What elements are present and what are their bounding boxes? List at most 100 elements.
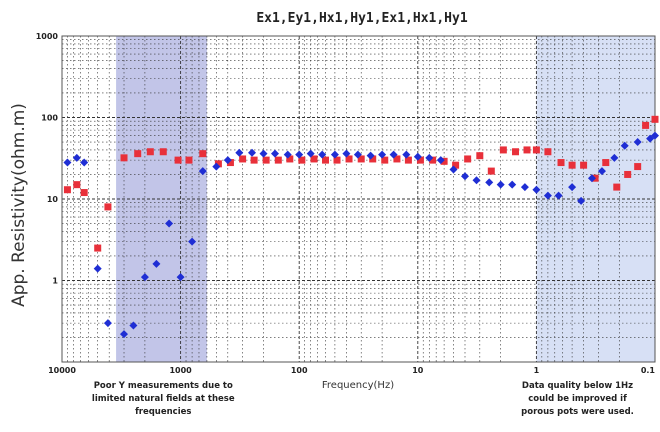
data-point-red [381,156,389,164]
data-point-blue [610,153,619,162]
data-point-red [613,183,621,191]
data-point-red [580,161,588,169]
annotation-line: frequencies [135,407,191,417]
annotation-line: porous pots were used. [521,407,634,417]
data-point-red [333,156,341,164]
data-point-blue [577,196,586,205]
data-point-red [274,156,282,164]
data-point-blue [140,273,149,282]
frequency-bands [116,36,655,362]
data-point-red [120,154,128,162]
annotation-line: Data quality below 1Hz [522,381,633,391]
data-point-blue [295,150,304,159]
data-point-blue [508,180,517,189]
data-point-red [532,146,540,154]
data-point-blue [651,131,659,140]
data-point-red [174,156,182,164]
data-point-blue [597,167,606,176]
data-point-red [416,156,424,164]
data-point-red [544,148,552,156]
data-point-red [73,181,81,189]
x-axis-label: Frequency(Hz) [322,380,394,391]
data-point-blue [402,150,411,159]
grid-lines [62,36,656,363]
data-point-red [94,244,102,252]
data-point-blue [389,150,398,159]
data-point-red [393,155,401,163]
data-point-red [146,148,154,156]
data-point-red [357,155,365,163]
data-point-blue [212,162,221,171]
data-point-blue [318,150,327,159]
data-point-red [624,170,632,178]
data-point-blue [259,149,268,158]
data-point-red [250,156,258,164]
data-point-blue [330,150,339,159]
data-point-blue [620,141,629,150]
data-point-blue [425,153,434,162]
data-points [63,115,659,339]
data-point-blue [532,185,541,194]
data-point-blue [165,219,174,228]
data-point-red [499,146,507,154]
annotation-line: limited natural fields at these [92,394,235,404]
data-point-blue [568,183,577,192]
data-point-blue [270,149,279,158]
data-point-red [369,155,377,163]
data-point-red [487,167,495,175]
y-tick-label: 100 [41,114,58,123]
x-tick-label: 100 [291,366,308,375]
data-point-red [345,155,353,163]
x-tick-label: 1 [534,366,540,375]
data-point-blue [342,149,351,158]
data-point-red [651,115,659,123]
y-axis-label: App. Resistivity(ohm.m) [9,103,29,307]
data-point-blue [283,150,292,159]
data-point-blue [449,165,458,174]
data-point-red [452,161,460,169]
data-point-red [104,203,112,211]
data-point-red [634,163,642,171]
x-tick-label: 10 [412,366,424,375]
y-tick-label: 1 [52,277,58,286]
data-point-red [80,189,88,197]
data-point-blue [223,156,232,165]
x-tick-label: 1000 [169,366,192,375]
data-point-blue [366,151,375,160]
data-point-red [568,161,576,169]
data-point-red [476,152,484,160]
data-point-red [602,159,610,167]
shaded-band [536,36,655,362]
data-point-blue [120,330,129,339]
data-point-red [557,159,565,167]
data-point-red [523,146,531,154]
data-point-red [159,148,167,156]
data-point-red [298,156,306,164]
data-point-blue [72,153,81,162]
data-point-blue [235,148,244,157]
data-point-red [286,155,294,163]
x-tick-label: 0.1 [641,366,656,375]
data-point-red [322,156,330,164]
y-tick-labels: 1000 100 10 1 [36,32,59,286]
data-point-blue [129,321,138,330]
shaded-band [116,36,207,362]
data-point-red [185,156,193,164]
data-point-red [310,155,318,163]
data-point-blue [472,176,481,185]
data-point-blue [188,237,197,246]
data-point-blue [306,149,315,158]
data-point-red [262,156,270,164]
data-point-blue [460,172,469,181]
annotation-line: could be improved if [528,394,627,404]
data-point-red [134,150,142,158]
data-point-red [512,148,520,156]
chart-title: Ex1,Ey1,Hx1,Hy1,Ex1,Hx1,Hy1 [256,11,467,26]
data-point-red [226,159,234,167]
data-point-blue [378,150,387,159]
data-point-blue [103,319,112,328]
data-point-red [214,160,222,168]
data-point-blue [436,156,445,165]
data-point-blue [543,191,552,200]
